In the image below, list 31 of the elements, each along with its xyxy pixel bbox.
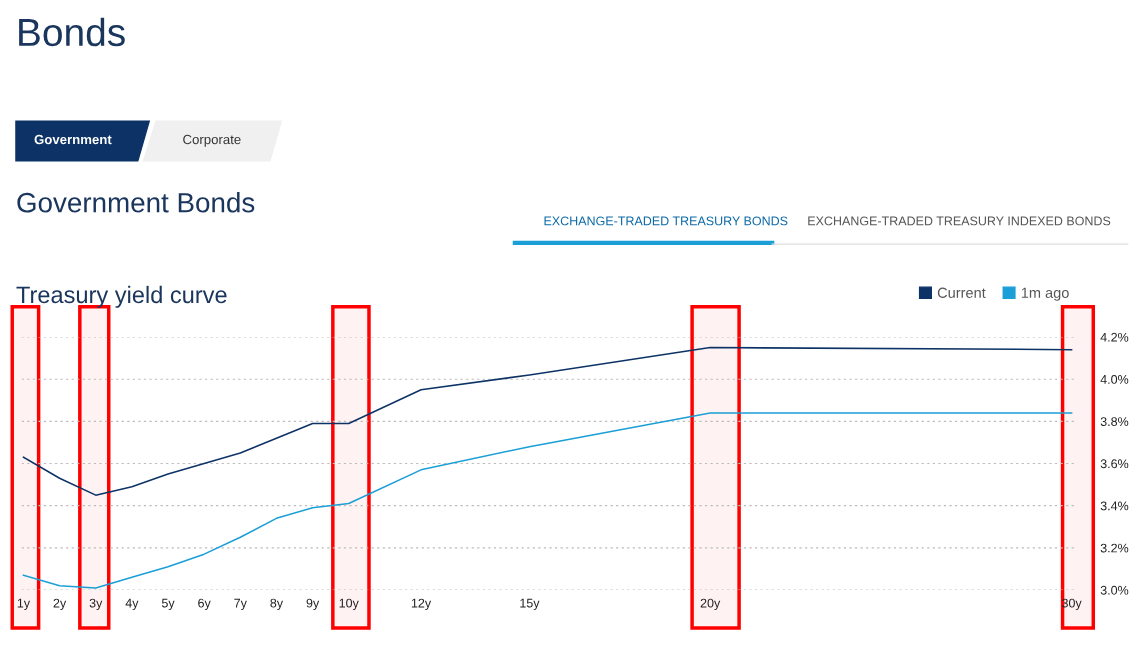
x-tick-label: 10y [339,598,359,610]
x-tick-label: 3y [89,598,103,610]
x-tick-label: 12y [411,598,432,610]
text: EXCHANGE-TRADED TREASURY INDEXED BONDS [808,216,1111,226]
text: Corporate [183,134,241,147]
x-tick-label: 8y [270,598,284,610]
x-tick-label: 2y [53,598,67,610]
y-tick-label: 4.0% [1100,374,1129,384]
text: EXCHANGE-TRADED TREASURY BONDS [544,216,788,226]
y-tick-label: 4.2% [1100,332,1129,342]
x-tick-label: 15y [520,598,540,610]
y-tick-label: 3.8% [1100,417,1129,426]
text: Bonds [19,17,125,47]
y-tick-label: 3.2% [1100,543,1129,553]
x-tick-label: 4y [125,598,139,610]
x-tick-label: 7y [234,598,247,610]
legend-label: 1m ago [1021,287,1069,301]
x-tick-label: 9y [306,598,320,610]
text: Government Bonds [17,192,255,213]
line-series [22,346,1073,496]
chart-title: Treasury yield curve [16,285,227,308]
y-tick-label: 3.6% [1100,459,1129,469]
line-series [22,412,1073,589]
y-tick-label: 3.4% [1100,501,1129,511]
y-tick-label: 3.0% [1100,585,1129,595]
x-tick-label: 1y [17,598,31,610]
text: Government [34,134,112,145]
x-tick-label: 6y [198,598,211,610]
x-tick-label: 20y [700,598,721,610]
legend-label: Current [937,287,986,298]
x-tick-label: 5y [161,598,175,610]
